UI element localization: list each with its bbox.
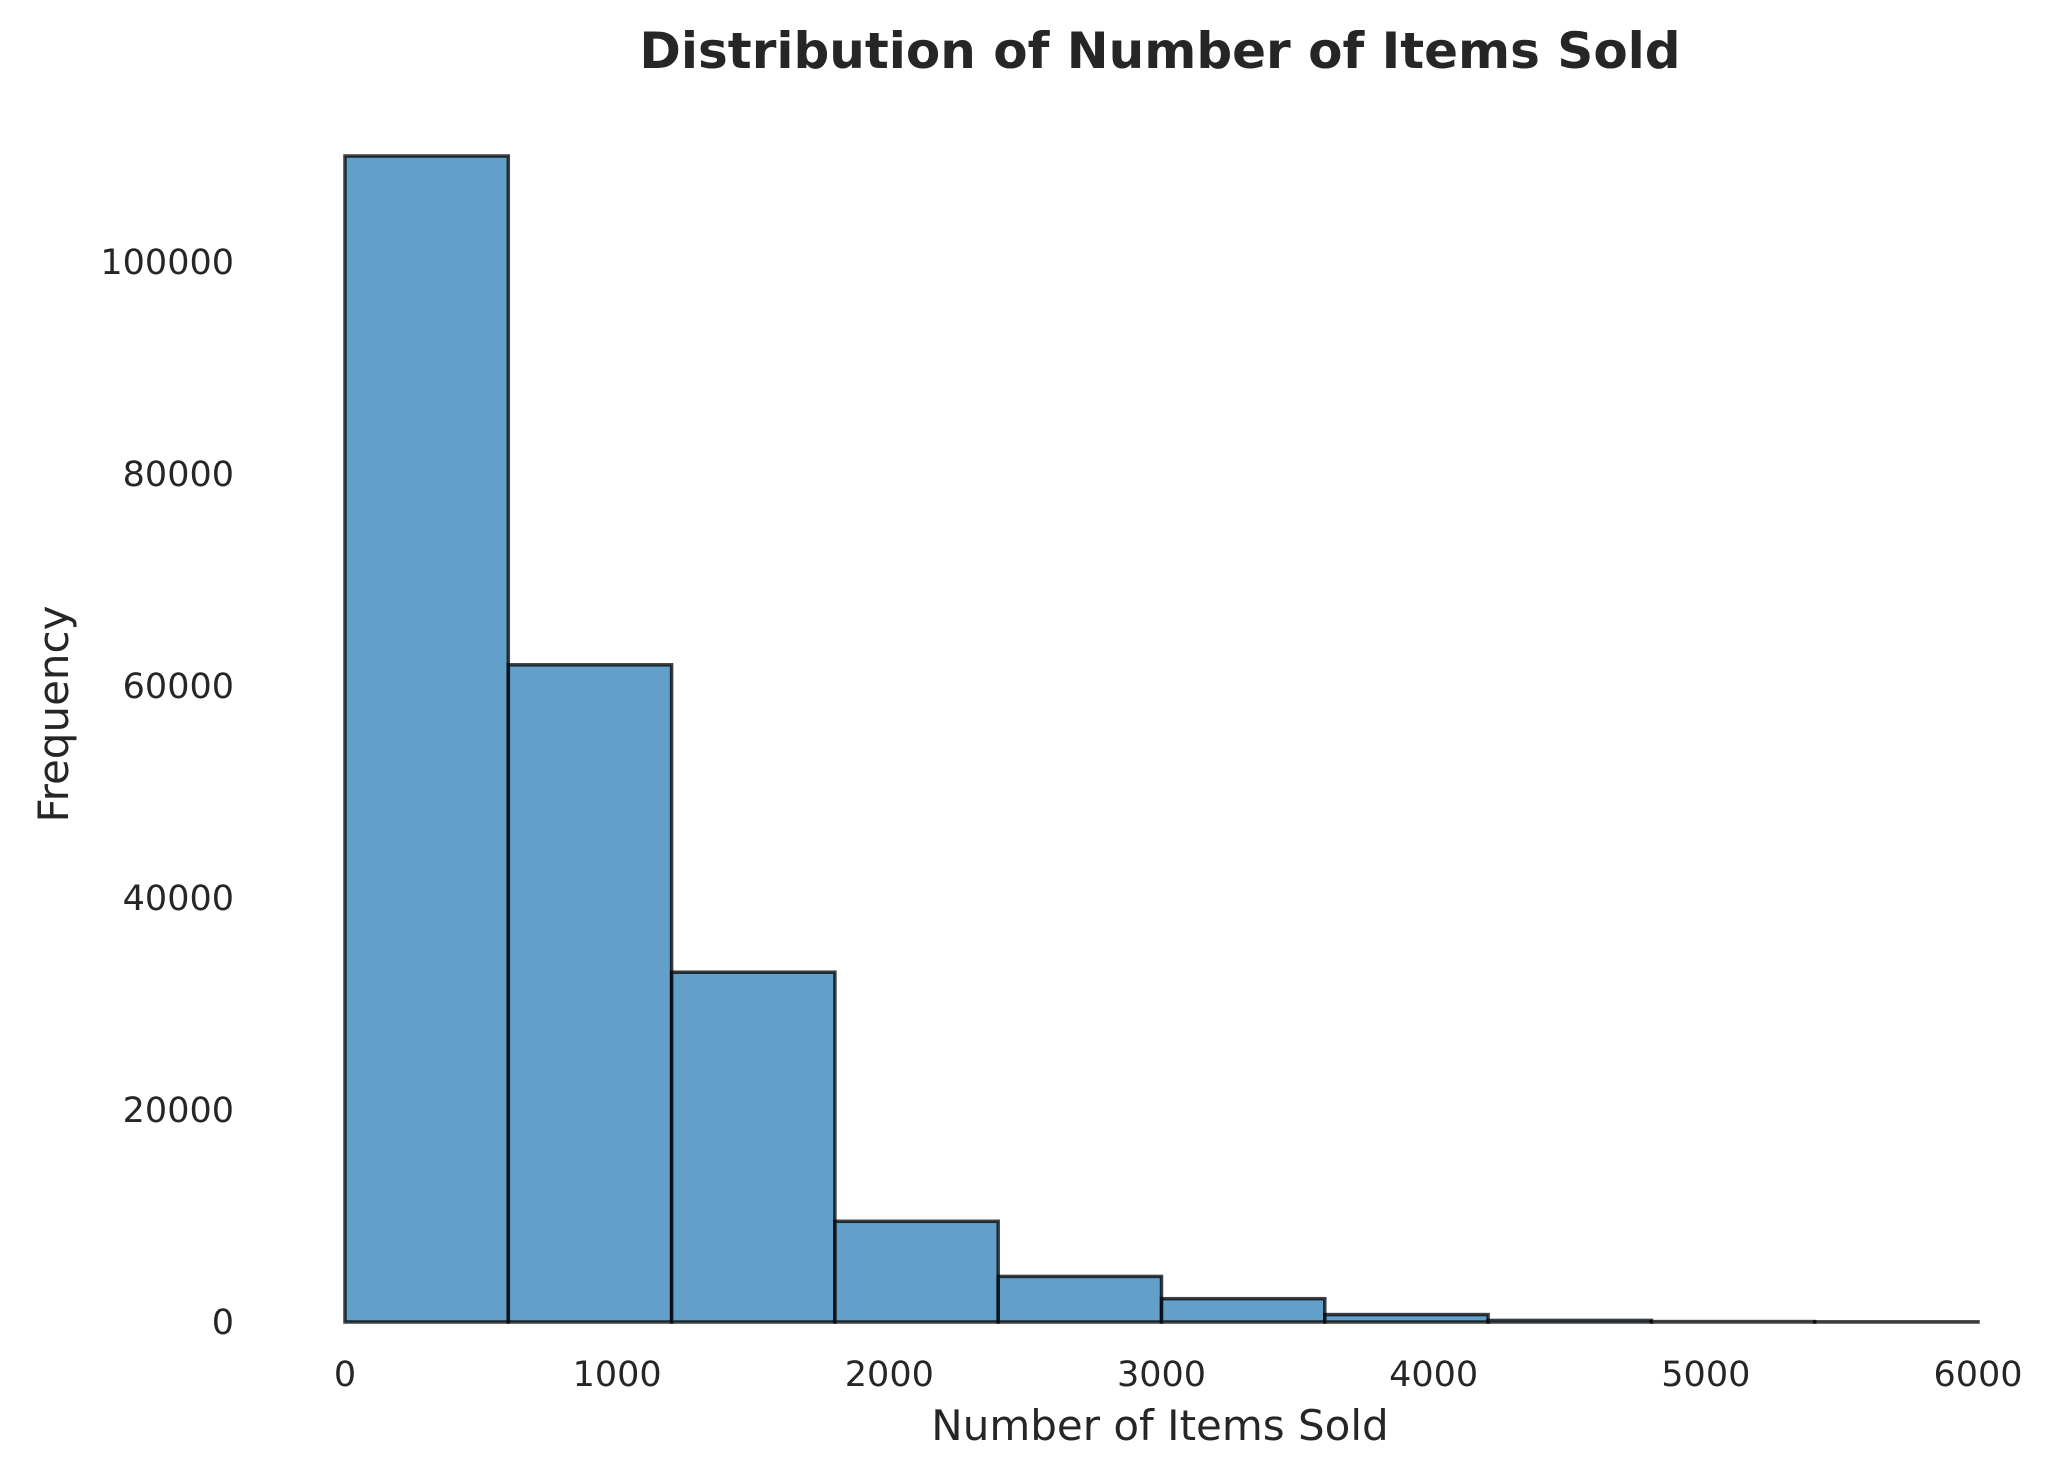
x-tick-label: 5000 <box>1661 1355 1750 1395</box>
y-tick-label: 20000 <box>123 1091 234 1131</box>
x-axis-label: Number of Items Sold <box>931 1401 1388 1450</box>
histogram-bar-8 <box>1486 1318 1654 1324</box>
x-axis-ticks: 0 1000 2000 3000 4000 5000 6000 <box>334 1355 2023 1395</box>
chart-title: Distribution of Number of Items Sold <box>639 22 1680 80</box>
histogram-bar-2 <box>506 663 674 1324</box>
histogram-bar-7 <box>1323 1312 1490 1324</box>
y-axis-label: Frequency <box>29 606 78 823</box>
x-tick-label: 3000 <box>1117 1355 1206 1395</box>
x-tick-label: 2000 <box>845 1355 934 1395</box>
x-tick-label: 1000 <box>573 1355 662 1395</box>
y-tick-label: 40000 <box>123 879 234 919</box>
y-axis-ticks: 0 20000 40000 60000 80000 100000 <box>100 243 234 1343</box>
histogram-bar-1 <box>343 154 511 1324</box>
y-tick-label: 0 <box>212 1303 234 1343</box>
histogram-bar-5 <box>996 1274 1164 1324</box>
histogram-bar-4 <box>833 1219 1000 1324</box>
y-tick-label: 80000 <box>123 455 234 495</box>
histogram-bar-6 <box>1159 1296 1327 1324</box>
x-tick-label: 0 <box>334 1355 356 1395</box>
y-tick-label: 60000 <box>123 667 234 707</box>
x-tick-label: 4000 <box>1389 1355 1478 1395</box>
bars-group <box>343 154 1980 1324</box>
histogram-bar-3 <box>669 970 837 1324</box>
y-tick-label: 100000 <box>100 243 234 283</box>
x-tick-label: 6000 <box>1933 1355 2022 1395</box>
